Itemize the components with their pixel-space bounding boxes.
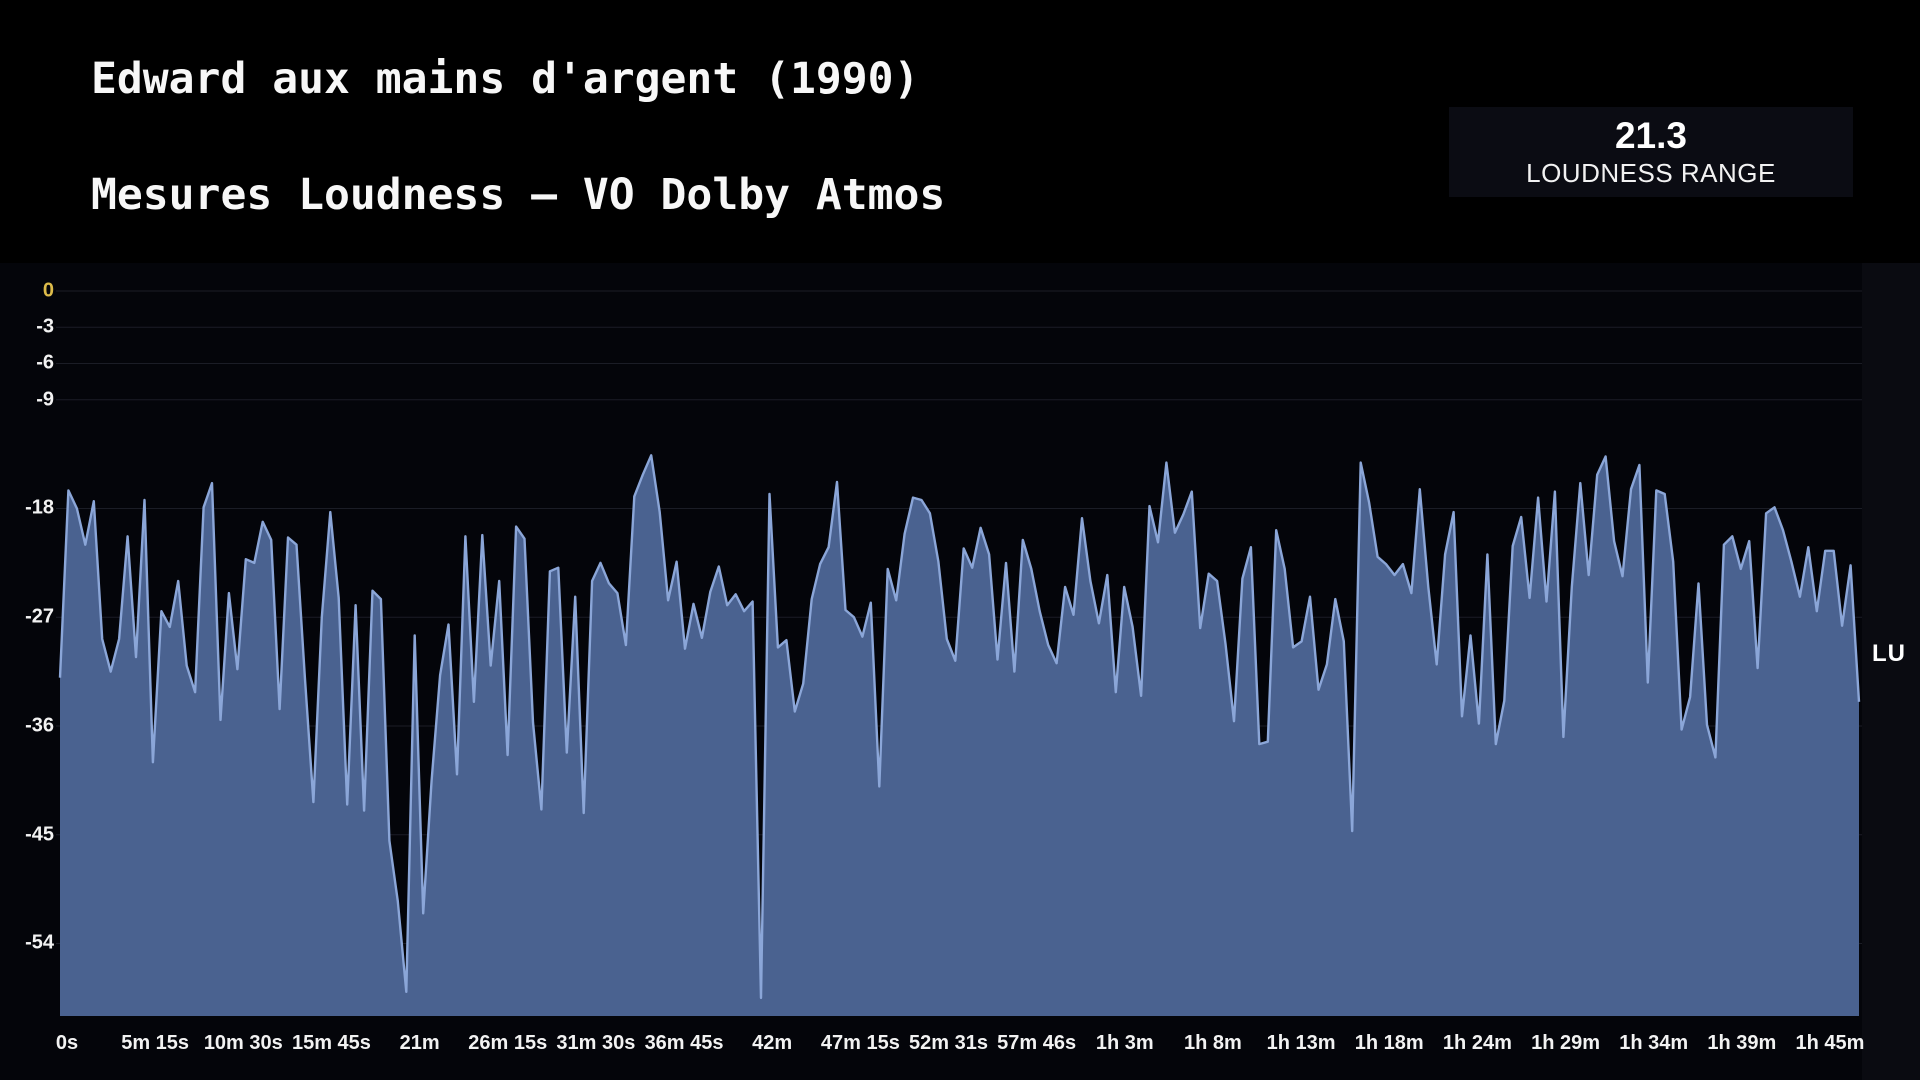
x-axis-label: 52m 31s (909, 1032, 988, 1054)
page-title: Edward aux mains d'argent (1990) Mesures… (91, 50, 945, 224)
x-axis-label: 5m 15s (121, 1032, 190, 1054)
x-axis-label: 21m (399, 1032, 440, 1054)
y-axis-label: -18 (25, 496, 54, 519)
x-axis-label: 36m 45s (644, 1032, 724, 1054)
y-axis-label: -54 (25, 931, 54, 954)
lu-unit-label: LU (1872, 640, 1906, 667)
x-axis-label: 42m (752, 1032, 793, 1054)
y-axis-label: -45 (25, 823, 54, 846)
loudness-range-badge: 21.3 LOUDNESS RANGE (1449, 107, 1853, 197)
loudness-line (58, 454, 1861, 1000)
x-axis-label: 1h 45m (1795, 1032, 1865, 1054)
x-axis-label: 1h 24m (1442, 1032, 1512, 1054)
y-axis-label: 0 (42, 279, 54, 302)
x-axis-label: 1h 8m (1184, 1032, 1242, 1054)
y-axis-label: -3 (36, 315, 54, 338)
header: Edward aux mains d'argent (1990) Mesures… (0, 0, 1920, 263)
y-axis-label: -27 (25, 605, 54, 628)
x-axis-label: 1h 39m (1707, 1032, 1777, 1054)
right-panel-background (1862, 263, 1920, 1080)
x-axis-label: 26m 15s (468, 1032, 548, 1054)
x-axis-label: 1h 13m (1266, 1032, 1336, 1054)
x-axis-label: 15m 45s (291, 1032, 371, 1054)
loudness-range-label: LOUDNESS RANGE (1526, 158, 1776, 188)
loudness-range-value: 21.3 (1614, 115, 1687, 156)
x-axis-label: 1h 3m (1095, 1032, 1154, 1054)
x-axis-label: 57m 46s (997, 1032, 1077, 1054)
x-axis-label: 1h 29m (1531, 1032, 1601, 1054)
x-axis-label: 1h 18m (1354, 1032, 1424, 1054)
x-axis-label: 1h 34m (1619, 1032, 1689, 1054)
y-axis-label: -36 (25, 714, 54, 737)
y-axis-label: -9 (36, 388, 54, 411)
x-axis-label: 10m 30s (203, 1032, 283, 1054)
loudness-area-fill (60, 455, 1859, 1016)
title-line-2: Mesures Loudness – VO Dolby Atmos (91, 170, 946, 220)
x-axis-label: 47m 15s (820, 1032, 900, 1054)
loudness-area-chart (0, 263, 1920, 1080)
x-axis-label: 31m 30s (556, 1032, 636, 1054)
title-line-1: Edward aux mains d'argent (1990) (91, 54, 920, 104)
y-axis-label: -6 (36, 351, 54, 374)
x-axis-label: 0s (55, 1032, 79, 1054)
loudness-chart: 0 -3 -6 -9 -18 -27 -36 -45 -54 0s 5m 15s 10m 30s 15… (0, 263, 1920, 1080)
